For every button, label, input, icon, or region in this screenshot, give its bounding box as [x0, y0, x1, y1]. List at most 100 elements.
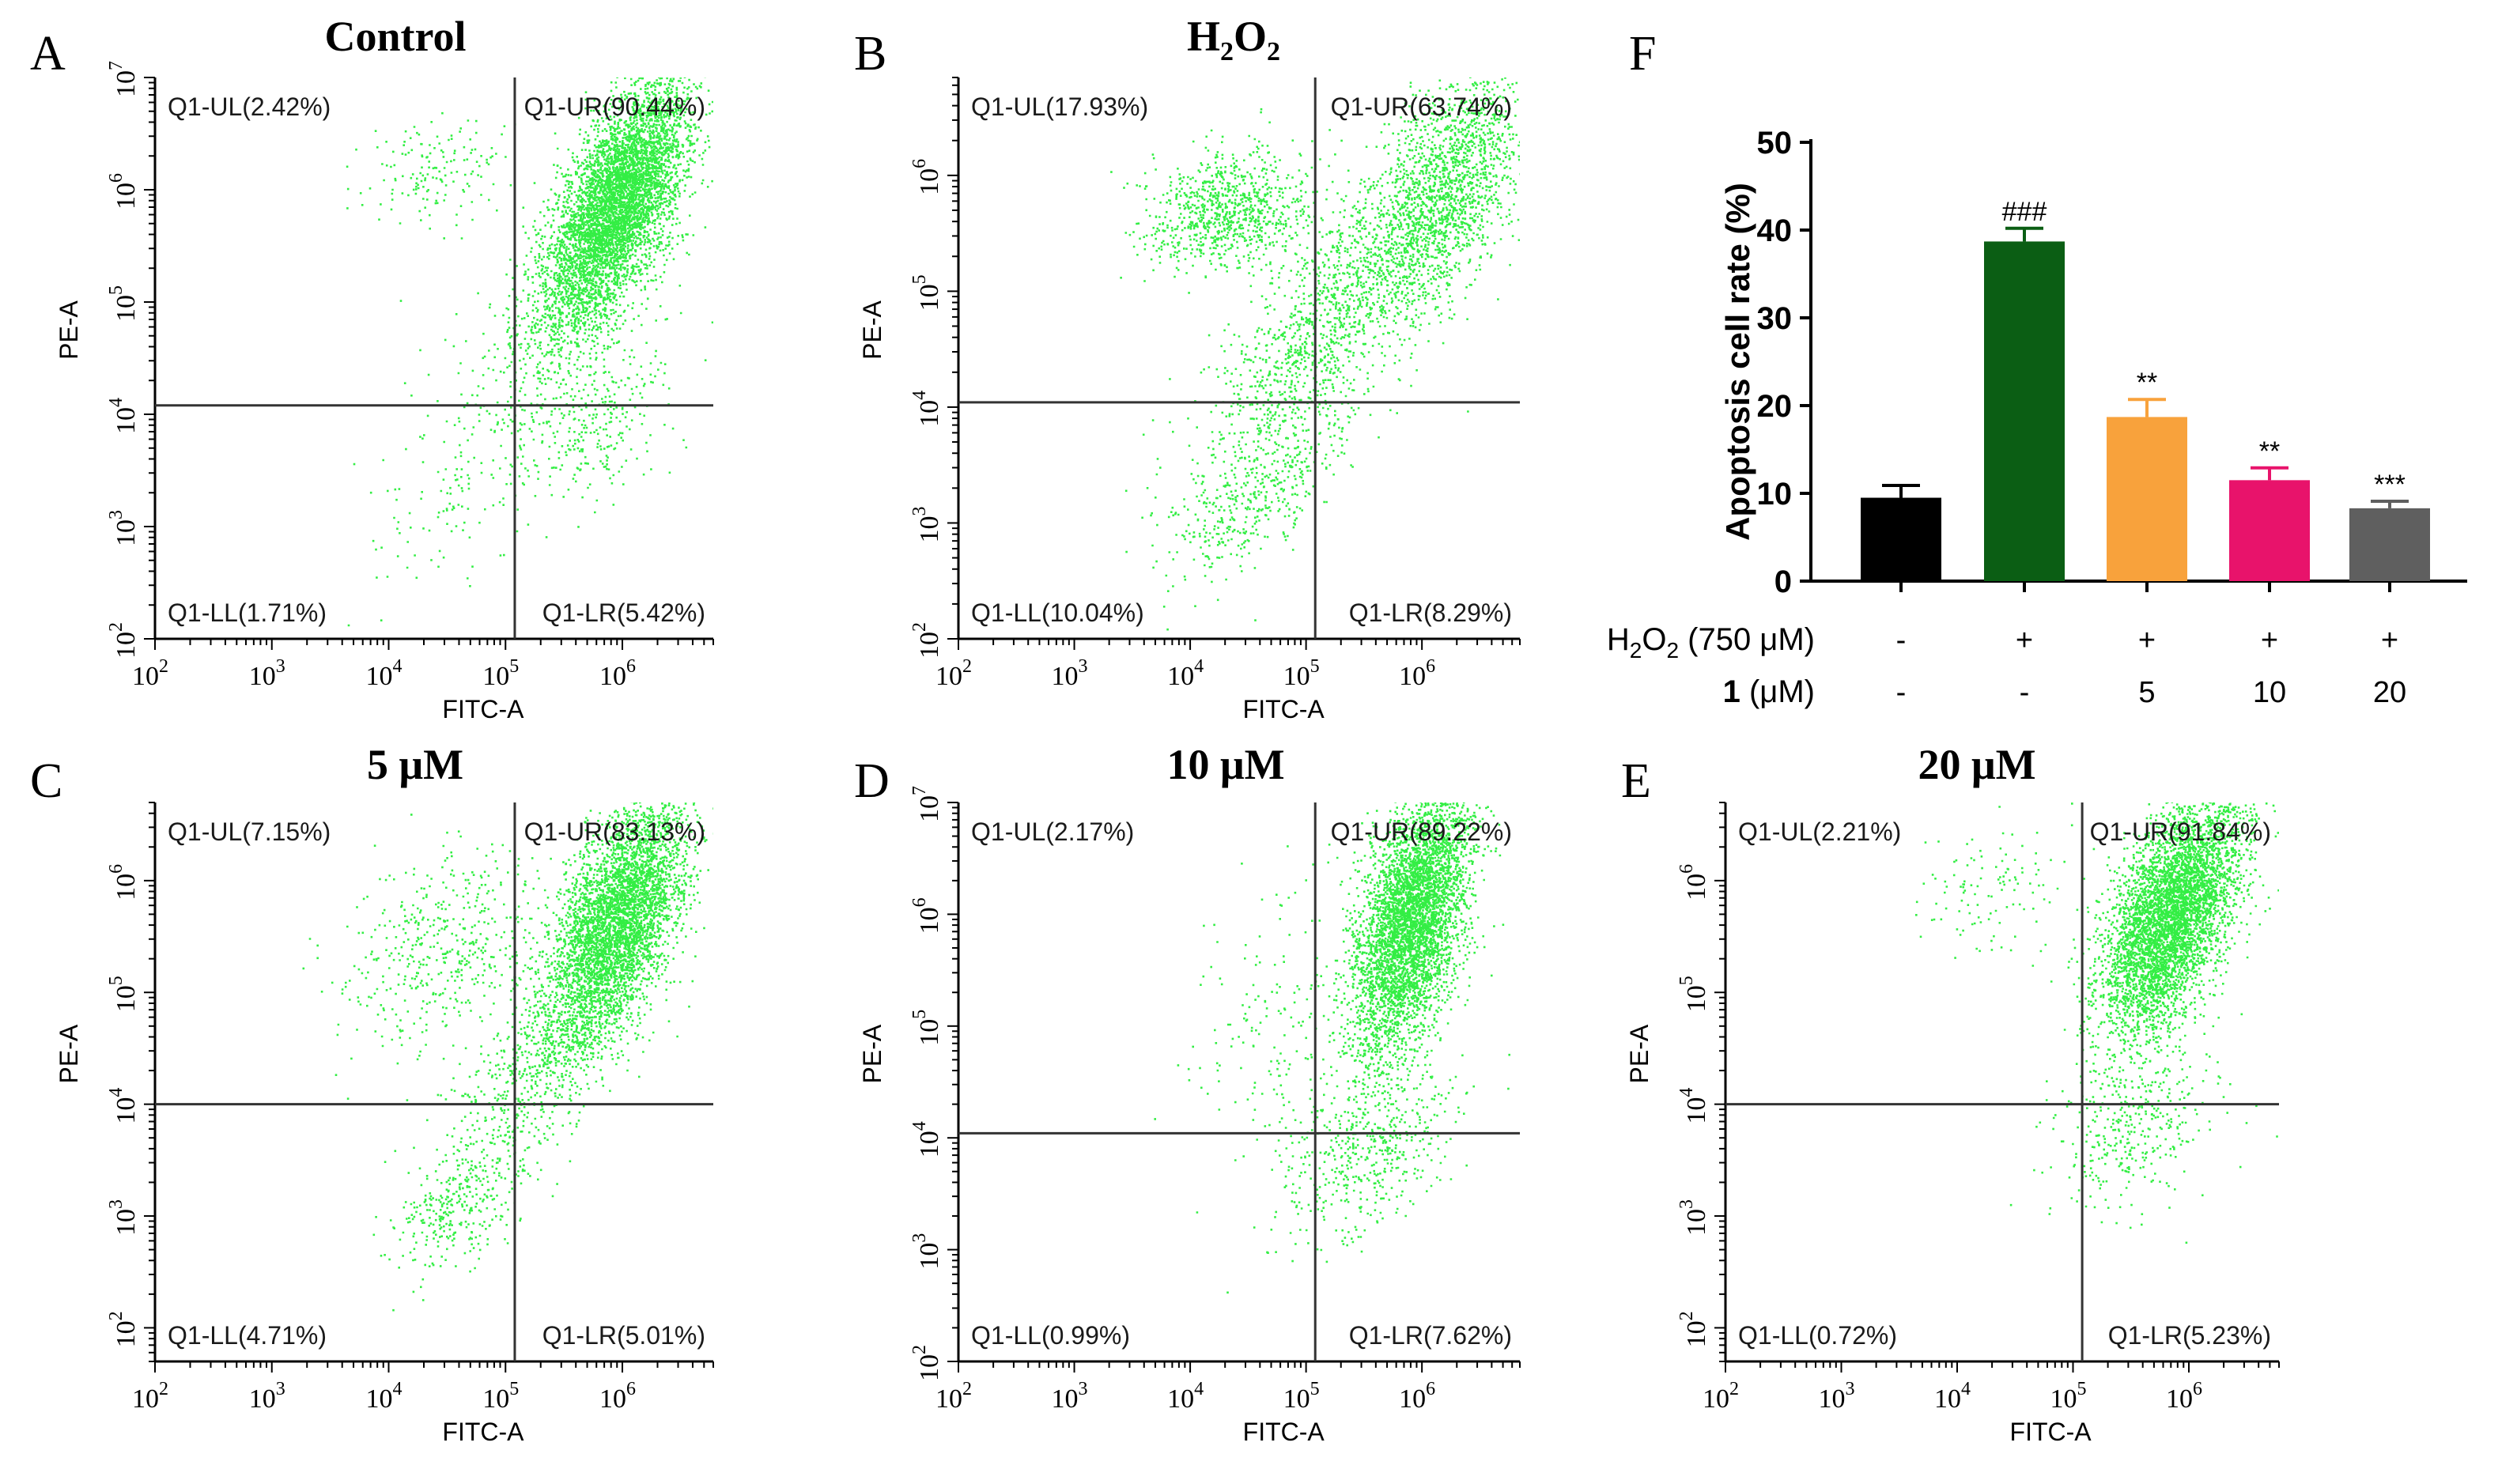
- quadrant-label-lr: Q1-LR(7.62%): [1349, 1321, 1512, 1350]
- treatment-row-label: 1 (μM): [1723, 674, 1815, 709]
- scatter-points: [1154, 802, 1510, 1294]
- treatment-value: -: [1896, 624, 1907, 657]
- flow-panel-e: 102 103 104 105 106 102 103 104 105 106 FITC-A PE-A…: [1625, 741, 2280, 1446]
- x-tick-label: 102: [132, 656, 168, 691]
- quadrant-label-ur: Q1-UR(63.74%): [1331, 93, 1512, 121]
- bar-2: [1984, 241, 2065, 581]
- treatment-value: 20: [2373, 676, 2406, 709]
- quadrant-label-lr: Q1-LR(8.29%): [1349, 599, 1512, 627]
- x-tick-label: 102: [1703, 1379, 1739, 1414]
- flow-cytometry-panels: 102 103 104 105 106102103104105106107FITC-AP…: [55, 13, 2280, 1446]
- treatment-value: 5: [2138, 676, 2155, 709]
- x-tick-label: 103: [1052, 1379, 1088, 1414]
- x-tick-label: 104: [1167, 1379, 1204, 1414]
- y-tick-label: 102: [106, 622, 141, 659]
- y-tick-label: 104: [1676, 1088, 1711, 1124]
- x-axis-label: FITC-A: [442, 695, 524, 723]
- bar-y-axis-label: Apoptosis cell rate (%): [1719, 183, 1756, 541]
- x-tick-label: 104: [1167, 656, 1204, 691]
- x-tick-label: 104: [1934, 1379, 1971, 1414]
- y-tick-label: 106: [909, 897, 944, 934]
- quadrant-label-ul: Q1-UL(2.21%): [1738, 818, 1901, 846]
- x-tick-label: 103: [1052, 656, 1088, 691]
- quadrant-label-ll: Q1-LL(0.99%): [971, 1321, 1130, 1350]
- y-tick-label: 103: [106, 1199, 141, 1236]
- y-tick-label: 106: [106, 173, 141, 210]
- y-tick-label: 105: [909, 1010, 944, 1046]
- apoptosis-bar-chart: Apoptosis cell rate (%) 0 10 20 30 40 50 ### *…: [1607, 126, 2467, 709]
- y-tick-label: 105: [909, 274, 944, 311]
- panel-title: 5 μM: [367, 741, 463, 788]
- treatment-value: +: [2381, 624, 2398, 657]
- y-tick-label: 105: [106, 976, 141, 1012]
- bar-4: [2229, 480, 2310, 581]
- bar-y-tick-label: 0: [1774, 565, 1792, 599]
- bar-y-tick-label: 40: [1757, 213, 1793, 248]
- flow-panel-c: 102 103 104 105 106 102 103 104 105 106 FITC-A PE-A…: [55, 741, 714, 1446]
- y-tick-label: 105: [106, 285, 141, 322]
- bar-3: [2107, 417, 2187, 581]
- panel-title: H2O2: [1187, 13, 1280, 66]
- y-tick-label: 105: [1676, 976, 1711, 1012]
- y-axis-label: PE-A: [858, 300, 886, 360]
- panel-title: 20 μM: [1918, 741, 2035, 788]
- treatment-row-label: H2O2 (750 μM): [1607, 622, 1815, 663]
- x-axis-label: FITC-A: [1243, 695, 1325, 723]
- y-axis-label: PE-A: [55, 1024, 83, 1083]
- y-tick-label: 104: [909, 391, 944, 427]
- quadrant-label-ll: Q1-LL(0.72%): [1738, 1321, 1897, 1350]
- bar-y-tick-label: 50: [1757, 126, 1793, 160]
- x-tick-label: 105: [2050, 1379, 2087, 1414]
- bar-y-tick-label: 30: [1757, 301, 1793, 336]
- quadrant-label-ll: Q1-LL(10.04%): [971, 599, 1144, 627]
- x-tick-label: 105: [1283, 656, 1320, 691]
- y-tick-label: 102: [1676, 1311, 1711, 1347]
- quadrant-label-ur: Q1-UR(89.22%): [1331, 818, 1512, 846]
- y-tick-label: 102: [106, 1311, 141, 1347]
- quadrant-label-lr: Q1-LR(5.42%): [542, 599, 705, 627]
- x-tick-label: 103: [249, 656, 285, 691]
- y-tick-label: 107: [909, 786, 944, 822]
- treatment-value: -: [2020, 676, 2030, 709]
- quadrant-label-ll: Q1-LL(4.71%): [168, 1321, 327, 1350]
- panel-title: 10 μM: [1166, 741, 1284, 788]
- treatment-value: -: [1896, 676, 1907, 709]
- bar-5: [2349, 508, 2430, 581]
- x-tick-label: 102: [132, 1379, 168, 1414]
- panel-letter-f: F: [1629, 27, 1656, 81]
- y-axis-label: PE-A: [55, 300, 83, 360]
- x-axis-label: FITC-A: [2010, 1418, 2092, 1446]
- quadrant-label-ur: Q1-UR(91.84%): [2090, 818, 2271, 846]
- panel-letter-c: C: [30, 754, 62, 808]
- quadrant-label-ul: Q1-UL(7.15%): [168, 818, 331, 846]
- y-tick-label: 103: [1676, 1199, 1711, 1236]
- y-tick-label: 102: [909, 1345, 944, 1381]
- panel-letter-b: B: [854, 27, 886, 81]
- panel-title: Control: [324, 13, 466, 60]
- y-tick-label: 107: [106, 61, 141, 97]
- x-tick-label: 104: [366, 1379, 403, 1414]
- bar-1: [1861, 497, 1941, 581]
- flow-panel-d: 102 103 104 105 106 102 103 104 105 106 107 FITC-A P…: [858, 741, 1521, 1446]
- x-tick-label: 102: [935, 1379, 972, 1414]
- x-tick-label: 106: [1399, 656, 1435, 691]
- treatment-value: +: [2261, 624, 2278, 657]
- y-tick-label: 103: [909, 506, 944, 542]
- treatment-value: 10: [2253, 676, 2286, 709]
- x-tick-label: 106: [599, 656, 636, 691]
- quadrant-label-ul: Q1-UL(17.93%): [971, 93, 1148, 121]
- x-tick-label: 104: [366, 656, 403, 691]
- y-tick-label: 106: [1676, 864, 1711, 901]
- significance-label: **: [2137, 368, 2157, 398]
- y-axis-label: PE-A: [1625, 1024, 1654, 1083]
- significance-label: **: [2259, 436, 2280, 466]
- x-axis-label: FITC-A: [1243, 1418, 1325, 1446]
- x-tick-label: 106: [2166, 1379, 2202, 1414]
- quadrant-label-lr: Q1-LR(5.01%): [542, 1321, 705, 1350]
- significance-label: ***: [2374, 470, 2406, 500]
- y-tick-label: 104: [106, 398, 141, 434]
- panel-letter-e: E: [1621, 754, 1651, 808]
- x-tick-label: 105: [482, 656, 519, 691]
- flow-panel-a: 102 103 104 105 106 102 103 104 105 106 107 FITC-A P…: [55, 13, 714, 723]
- bar-y-tick-label: 10: [1757, 477, 1793, 512]
